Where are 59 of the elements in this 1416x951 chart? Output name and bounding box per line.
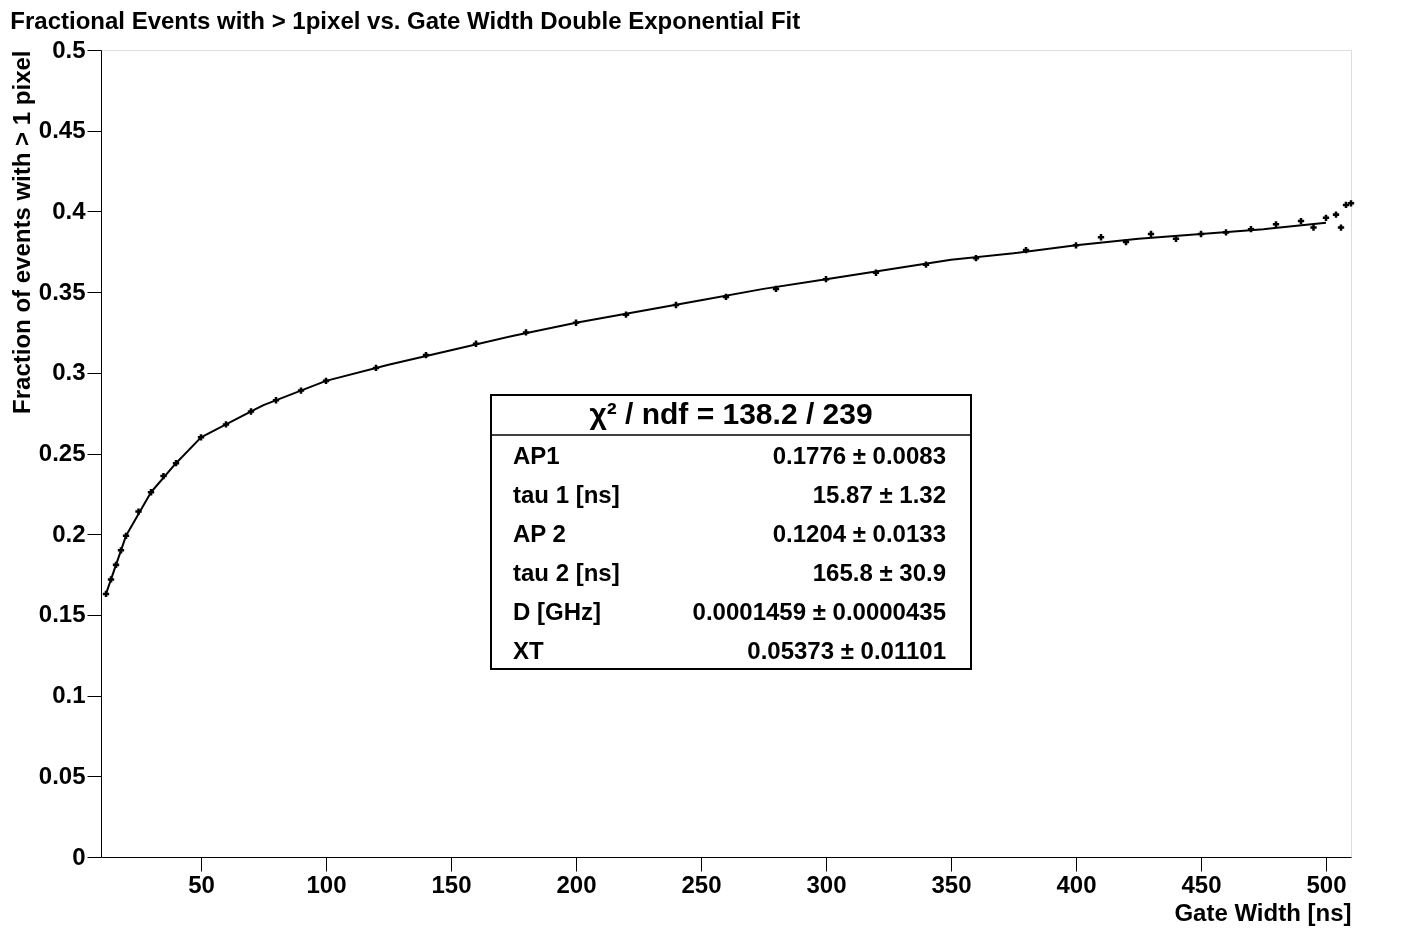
point (1272, 221, 1280, 228)
x-tick-label: 250 (681, 870, 722, 898)
x-tick-label: 100 (306, 870, 347, 898)
annotation: 0.1204 ± 0.0133 (772, 519, 946, 547)
y-tick-label: 0.05 (38, 761, 86, 789)
point (297, 387, 305, 394)
y-tick-label: 0.1 (52, 681, 86, 709)
point (272, 397, 280, 404)
annotation: 0.0001459 ± 0.0000435 (692, 597, 946, 625)
annotation: AP 2 (513, 519, 566, 547)
point (247, 408, 255, 415)
y-tick-label: 0.25 (38, 439, 86, 466)
point (1332, 211, 1340, 218)
annotation: D [GHz] (513, 597, 601, 625)
point (222, 421, 230, 428)
annotation: χ² / ndf = 138.2 / 239 (589, 397, 873, 430)
annotation: 0.1776 ± 0.0083 (772, 441, 946, 469)
point (872, 269, 880, 276)
point (1310, 224, 1317, 231)
x-tick-label: 300 (806, 870, 847, 898)
annotation: tau 1 [ns] (513, 480, 620, 508)
point (922, 261, 930, 268)
x-axis-title: Gate Width [ns] (1174, 898, 1352, 926)
y-tick-label: 0.3 (52, 358, 86, 386)
x-tick-label: 400 (1056, 870, 1097, 898)
annotation: tau 2 [ns] (513, 558, 620, 586)
point (197, 434, 205, 441)
y-tick-label: 0.15 (38, 600, 86, 628)
point (1222, 229, 1230, 236)
y-tick-label: 0.5 (52, 35, 86, 63)
point (147, 489, 155, 496)
x-tick-label: 150 (431, 870, 472, 898)
annotation: 165.8 ± 30.9 (812, 558, 946, 586)
point (522, 329, 530, 336)
y-tick-label: 0.35 (38, 277, 86, 305)
point (117, 547, 125, 554)
y-tick-label: 0.4 (52, 196, 87, 224)
y-tick-label: 0 (72, 842, 86, 870)
x-tick-label: 200 (556, 870, 597, 898)
x-tick-label: 450 (1181, 870, 1222, 898)
point (472, 340, 480, 347)
annotation: 15.87 ± 1.32 (812, 480, 946, 508)
point (622, 311, 630, 318)
y-axis-title: Fraction of events with > 1 pixel (7, 50, 35, 414)
point (160, 472, 167, 480)
annotation: 0.05373 ± 0.01101 (747, 636, 946, 664)
point (135, 508, 142, 515)
x-tick-label: 500 (1306, 870, 1347, 898)
chart-title: Fractional Events with > 1pixel vs. Gate Width Double Exponential Fit (10, 7, 801, 34)
x-tick-label: 350 (931, 870, 972, 898)
y-tick-label: 0.45 (38, 116, 86, 144)
point (107, 576, 115, 583)
annotation: XT (513, 636, 545, 664)
point (1337, 224, 1345, 231)
annotation: AP1 (513, 441, 560, 469)
y-tick-label: 0.2 (52, 519, 86, 547)
x-tick-label: 50 (188, 870, 215, 898)
point (1347, 200, 1355, 207)
point (1072, 242, 1080, 249)
